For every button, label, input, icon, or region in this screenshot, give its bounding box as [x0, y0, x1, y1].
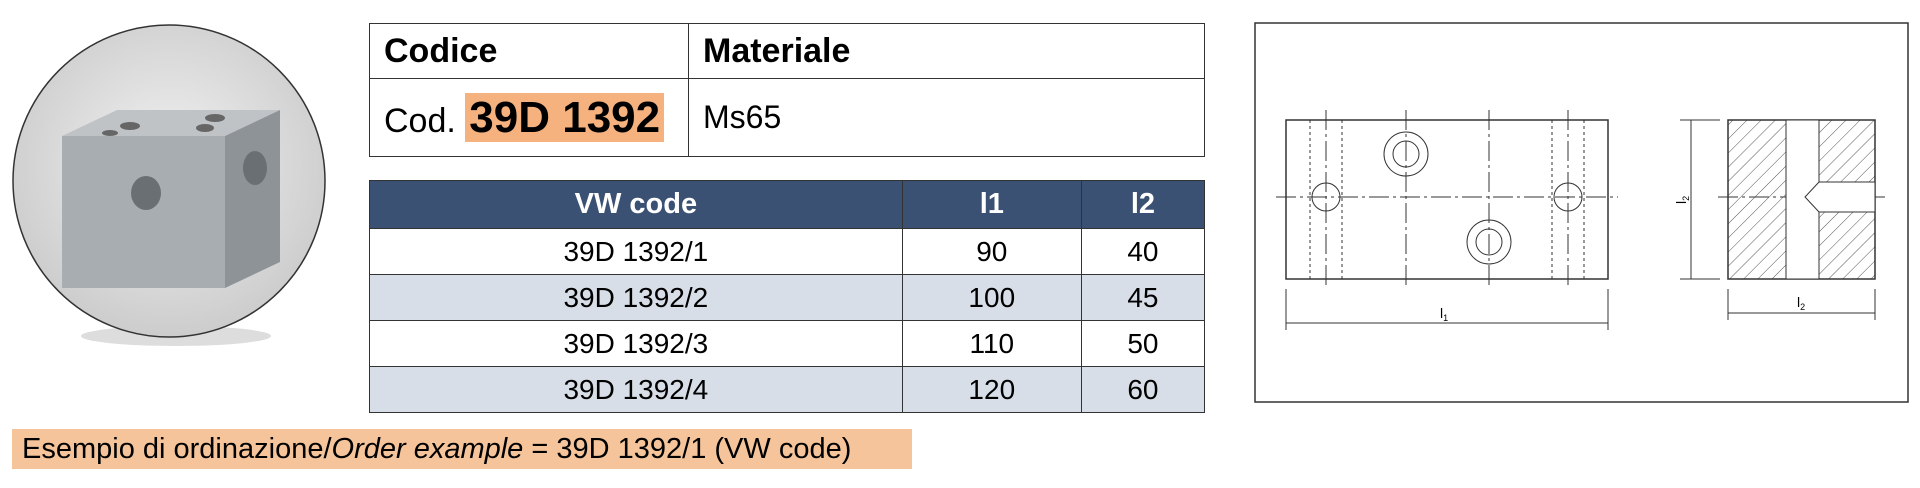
dim-label: l1: [1440, 305, 1448, 323]
table-row: 39D 1392/1 90 40: [369, 228, 1206, 275]
table-cell: 39D 1392/3: [369, 320, 903, 367]
table-cell: 50: [1080, 320, 1206, 367]
table-cell: 39D 1392/1: [369, 228, 903, 275]
code-prefix: Cod.: [384, 101, 456, 140]
dim-label: l2: [1673, 196, 1691, 204]
table-row: 39D 1392/2 100 45: [369, 274, 1206, 321]
column-header: l2: [1080, 180, 1206, 229]
material: Ms65: [688, 78, 1205, 157]
code-cell: Cod. 39D 1392: [369, 78, 689, 157]
table-row: 39D 1392/4 120 60: [369, 366, 1206, 413]
table-cell: 110: [901, 320, 1082, 367]
header-cell: Codice: [369, 23, 689, 79]
table-row: 39D 1392/3 110 50: [369, 320, 1206, 367]
table-cell: 90: [901, 228, 1082, 275]
vw-table: VW code l1 l2 39D 1392/1 90 40 39D 1392/2 100 45…: [369, 180, 1206, 413]
column-header: VW code: [369, 180, 903, 229]
dim-label: l2: [1797, 294, 1805, 312]
table-cell: 45: [1080, 274, 1206, 321]
table-cell: 120: [901, 366, 1082, 413]
product-photo: [12, 24, 326, 346]
order-label: Esempio di ordinazione/: [22, 433, 332, 465]
table-cell: 39D 1392/2: [369, 274, 903, 321]
technical-drawing: [1254, 22, 1909, 403]
order-example: Esempio di ordinazione/Order example = 3…: [12, 429, 912, 469]
table-cell: 60: [1080, 366, 1206, 413]
code: 39D 1392: [465, 92, 665, 142]
header-cell: Materiale: [688, 23, 1205, 79]
order-text: = 39D 1392/1 (VW code): [523, 433, 852, 465]
table-cell: 100: [901, 274, 1082, 321]
code-table: Codice Materiale Cod. 39D 1392 Ms65: [369, 23, 1205, 157]
column-header: l1: [901, 180, 1082, 229]
table-cell: 40: [1080, 228, 1206, 275]
order-label-en: Order example: [331, 433, 524, 465]
table-cell: 39D 1392/4: [369, 366, 903, 413]
